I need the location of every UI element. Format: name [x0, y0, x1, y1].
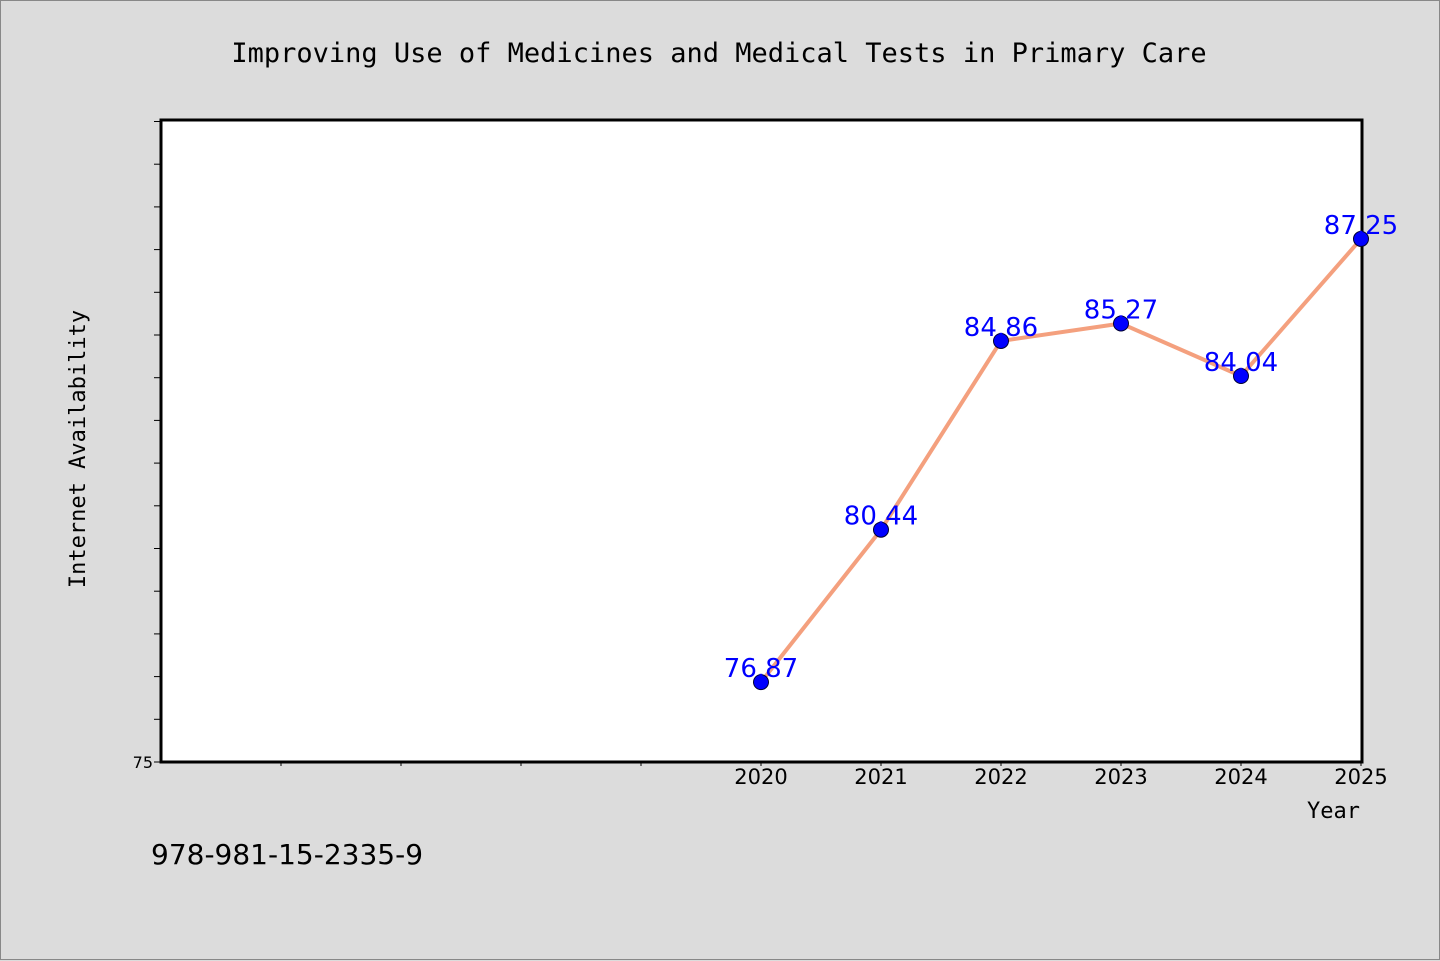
x-tick-label: 2024 — [1214, 765, 1267, 789]
y-axis-label: Internet Availability — [66, 310, 91, 588]
axis-ticks — [154, 121, 1362, 766]
series-markers — [753, 230, 1369, 691]
chart-title: Improving Use of Medicines and Medical T… — [231, 38, 1206, 69]
x-tick-labels: 2020 2021 2022 2023 2024 2025 — [734, 765, 1387, 789]
x-tick-label: 2021 — [854, 765, 907, 789]
footnote-isbn: 978-981-15-2335-9 — [151, 838, 423, 871]
data-label: 80.44 — [844, 502, 918, 532]
x-axis-label: Year — [1307, 799, 1360, 824]
x-tick-label: 2023 — [1094, 765, 1147, 789]
data-point — [873, 521, 889, 538]
data-label: 87.25 — [1324, 211, 1398, 241]
series-line — [759, 236, 1363, 685]
data-labels: 76.87 80.44 84.86 85.27 84.04 87.25 — [724, 211, 1398, 684]
data-point — [1233, 367, 1249, 384]
x-tick-label: 2020 — [734, 765, 787, 789]
data-point — [1353, 230, 1369, 247]
x-tick-label: 2022 — [974, 765, 1027, 789]
x-tick-label: 2025 — [1334, 765, 1387, 789]
y-tick-labels: 75 — [133, 753, 153, 772]
data-label: 85.27 — [1084, 295, 1158, 325]
series-line-group — [759, 236, 1363, 685]
data-point — [993, 332, 1009, 349]
data-point — [753, 674, 769, 691]
y-tick-label: 75 — [133, 753, 153, 772]
plot-area — [159, 118, 1364, 764]
data-label: 84.04 — [1204, 348, 1278, 378]
data-label: 84.86 — [964, 313, 1038, 343]
data-point — [1113, 315, 1129, 332]
data-label: 76.87 — [724, 654, 798, 684]
